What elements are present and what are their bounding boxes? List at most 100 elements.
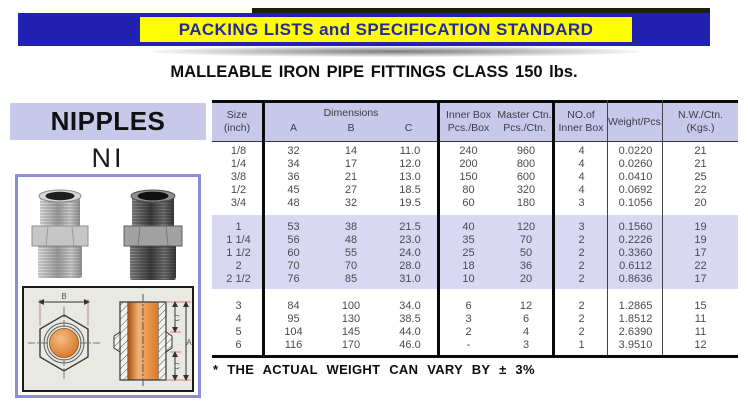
cell: 4 [578, 145, 585, 157]
table-row: 3 84 100 34.0 6 12 2 1.2865 15 [212, 300, 738, 313]
col-header-dim-b: B [347, 122, 355, 134]
cell: 14 [344, 145, 358, 157]
cell: 600 [516, 171, 536, 183]
cell: 19 [694, 221, 707, 233]
cell: 3 [465, 313, 472, 325]
table-row: 5 104 145 44.0 2 4 2 2.6390 11 [212, 326, 738, 339]
cell: 2 [578, 313, 585, 325]
col-header-dim-c: C [404, 122, 413, 134]
cell: 3 [235, 300, 242, 312]
cell: 145 [341, 326, 361, 338]
cell: 4 [578, 158, 585, 170]
cell: 36 [287, 171, 300, 183]
cell: 2 [578, 273, 585, 285]
cell: 320 [516, 184, 536, 196]
table-row: 2 1/2 76 85 31.0 10 20 2 0.8636 17 [212, 273, 738, 286]
spec-table: Size (inch) Dimensions A B C Inner Box Pcs… [212, 100, 738, 358]
cell: 3/4 [230, 197, 247, 209]
cell: 130 [341, 313, 361, 325]
cell: 20 [519, 273, 533, 285]
table-row: 4 95 130 38.5 3 6 2 1.8512 11 [212, 313, 738, 326]
col-header-no-inner-box: NO.of Inner Box [558, 109, 604, 134]
cell: 2 [578, 300, 585, 312]
cell: 70 [344, 260, 358, 272]
table-group: 1/8 32 14 11.0 240 960 4 0.0220 21 1/4 34 17 12.0 200… [212, 142, 738, 210]
cell: 11 [694, 313, 707, 325]
cell: 17 [344, 158, 358, 170]
cell: 5 [235, 326, 242, 338]
col-header-size: Size (inch) [223, 109, 251, 134]
cell: 3 [522, 339, 530, 351]
divider-dims-innerbox [437, 100, 440, 358]
cell: 23.0 [399, 234, 421, 246]
technical-drawing: B C A C [28, 292, 192, 388]
cell: 2.6390 [618, 326, 653, 338]
table-bottom-border [212, 355, 738, 358]
cell: 0.2226 [618, 234, 653, 246]
cell: 2 [578, 260, 585, 272]
col-header-nw-ctn: N.W./Ctn. (Kgs.) [678, 109, 723, 134]
table-row: 1 1/4 56 48 23.0 35 70 2 0.2226 19 [212, 234, 738, 247]
cell: 13.0 [399, 171, 421, 183]
cell: 3 [578, 221, 585, 233]
table-row: 6 116 170 46.0 - 3 1 3.9510 12 [212, 339, 738, 352]
col-header-master-ctn: Master Ctn. Pcs./Ctn. [497, 109, 552, 134]
cell: 22 [694, 260, 707, 272]
divider-weight-nw [662, 100, 663, 358]
banner-shadow-bottom [150, 46, 640, 57]
cell: 1.2865 [618, 300, 653, 312]
cell: 95 [287, 313, 300, 325]
cell: 60 [462, 197, 475, 209]
col-header-weight: Weight/Pcs. [608, 116, 664, 128]
cell: 19 [694, 234, 707, 246]
divider-noinner-weight [607, 100, 608, 358]
dim-label-c-bottom: C [174, 362, 180, 371]
divider-size-dims [262, 100, 265, 358]
cell: 45 [287, 184, 300, 196]
cell: 1 1/2 [226, 247, 251, 259]
cell: 56 [287, 234, 300, 246]
cell: 50 [519, 247, 533, 259]
cell: 70 [287, 260, 300, 272]
table-row: 1/2 45 27 18.5 80 320 4 0.0692 22 [212, 184, 738, 197]
banner-yellow-plate: PACKING LISTS and SPECIFICATION STANDARD [140, 17, 632, 42]
cell: 85 [344, 273, 358, 285]
cell: 21 [694, 145, 707, 157]
cell: 17 [694, 247, 707, 259]
cell: 2 [578, 247, 585, 259]
col-header-inner-box: Inner Box Pcs./Box [446, 109, 491, 134]
banner-title: PACKING LISTS and SPECIFICATION STANDARD [178, 19, 594, 39]
table-group: 3 84 100 34.0 6 12 2 1.2865 15 4 95 130 38.5 3 6 2 1.851… [212, 297, 738, 352]
cell: 12 [694, 339, 707, 351]
cell: 200 [459, 158, 478, 170]
cell: 11 [694, 326, 707, 338]
cell: 38 [344, 221, 358, 233]
nipple-photo-left [31, 189, 89, 278]
table-row: 3/8 36 21 13.0 150 600 4 0.0410 25 [212, 171, 738, 184]
cell: 2 [235, 260, 242, 272]
nipple-photo-right [123, 189, 183, 280]
cell: 20 [694, 197, 707, 209]
cell: 4 [235, 313, 242, 325]
col-header-dim-a: A [289, 122, 297, 134]
cell: 18 [462, 260, 475, 272]
cell: 36 [519, 260, 533, 272]
cell: 0.6112 [619, 260, 652, 272]
cell: 0.0220 [618, 145, 653, 157]
table-group: 1 53 38 21.5 40 120 3 0.1560 19 1 1/4 56 48 23.0 35 70… [212, 215, 738, 289]
product-code: NI [91, 143, 125, 173]
cell: 3/8 [230, 171, 247, 183]
cell: 55 [344, 247, 358, 259]
cell: 150 [459, 171, 478, 183]
table-row: 1/8 32 14 11.0 240 960 4 0.0220 21 [212, 145, 738, 158]
dim-label-a: A [186, 338, 192, 347]
dim-label-b: B [61, 292, 66, 301]
dim-label-c-top: C [174, 314, 180, 323]
cell: 3 [578, 197, 585, 209]
cell: 32 [287, 145, 300, 157]
table-row: 3/4 48 32 19.5 60 180 3 0.1056 20 [212, 197, 738, 210]
cell: 22 [694, 184, 707, 196]
product-title: NIPPLES [50, 106, 166, 136]
divider-master-noinner [552, 100, 555, 358]
cell: 25 [462, 247, 475, 259]
